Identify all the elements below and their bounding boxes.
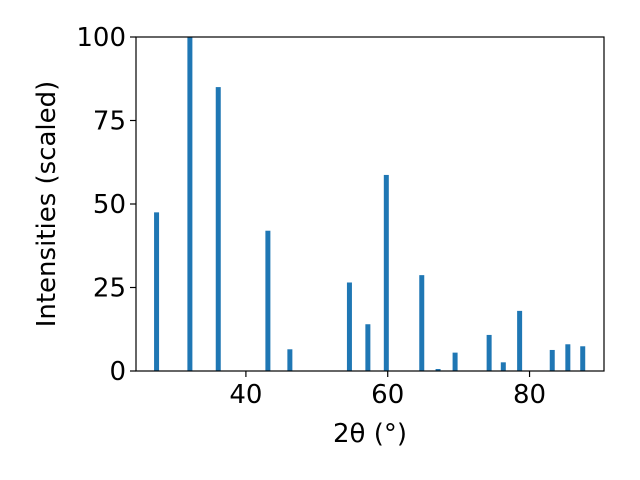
y-tick-label-4: 100 <box>76 23 126 53</box>
bar-9 <box>435 369 441 371</box>
bar-11 <box>486 334 492 371</box>
x-tick-label-0: 40 <box>229 380 262 410</box>
bar-13 <box>517 310 523 371</box>
bar-2 <box>215 87 221 371</box>
bar-7 <box>383 174 389 371</box>
bar-0 <box>154 212 160 371</box>
bar-3 <box>265 230 271 371</box>
bars-group <box>154 37 586 371</box>
bar-15 <box>565 344 571 371</box>
bar-1 <box>187 37 193 371</box>
y-axis-label: Intensities (scaled) <box>32 81 62 328</box>
bar-14 <box>549 349 555 371</box>
y-tick-label-1: 25 <box>93 274 126 304</box>
y-axis-ticks: 0 25 50 75 100 <box>76 23 136 387</box>
x-axis-label: 2θ (°) <box>333 419 407 449</box>
x-axis-ticks: 40 60 80 <box>229 371 546 410</box>
x-tick-label-2: 80 <box>513 380 546 410</box>
bar-12 <box>500 362 506 371</box>
bar-5 <box>346 282 352 371</box>
bar-4 <box>287 349 293 371</box>
bar-8 <box>419 275 425 371</box>
bar-6 <box>365 324 371 371</box>
y-tick-label-3: 75 <box>93 107 126 137</box>
bar-16 <box>580 346 586 371</box>
plot-frame <box>135 36 605 372</box>
y-tick-label-0: 0 <box>109 357 126 387</box>
bar-10 <box>452 352 458 371</box>
x-tick-label-1: 60 <box>371 380 404 410</box>
y-tick-label-2: 50 <box>93 190 126 220</box>
